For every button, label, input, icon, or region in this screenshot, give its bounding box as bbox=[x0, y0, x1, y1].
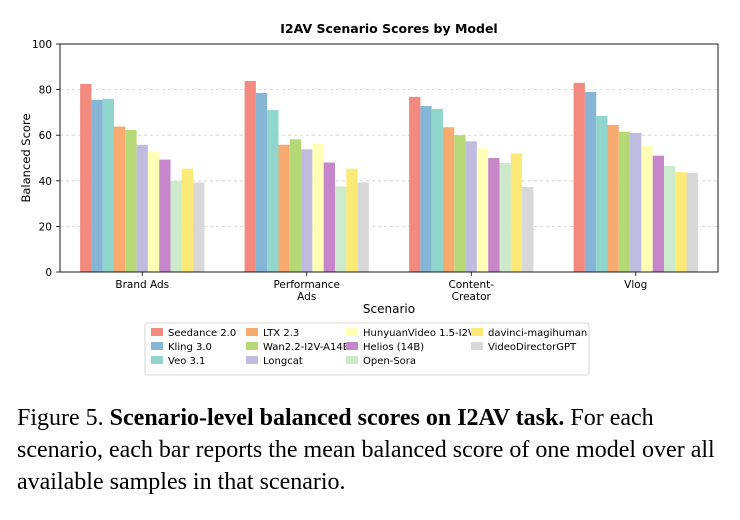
legend-swatch bbox=[471, 328, 483, 336]
y-tick-label: 100 bbox=[32, 39, 52, 51]
bar bbox=[147, 151, 160, 272]
bar bbox=[573, 82, 585, 272]
figure-caption: Figure 5. Scenario-level balanced scores… bbox=[17, 402, 729, 498]
legend-label: Kling 3.0 bbox=[168, 342, 212, 353]
bar bbox=[80, 83, 92, 273]
legend-swatch bbox=[346, 342, 358, 350]
legend-swatch bbox=[151, 356, 163, 364]
chart-title: I2AV Scenario Scores by Model bbox=[280, 21, 497, 36]
legend-swatch bbox=[151, 342, 163, 350]
bar bbox=[641, 145, 653, 272]
bar bbox=[267, 110, 279, 273]
legend-label: LTX 2.3 bbox=[263, 328, 299, 339]
legend-label: davinci-magihuman bbox=[488, 328, 587, 339]
x-tick-label: Vlog bbox=[624, 279, 647, 291]
plot-frame bbox=[59, 43, 719, 273]
x-axis-label: Scenario bbox=[363, 302, 415, 316]
bar bbox=[465, 141, 477, 272]
y-tick-label: 20 bbox=[39, 221, 52, 233]
legend: Seedance 2.0 Kling 3.0 Veo 3.1 LTX 2.3 Wan2.… bbox=[144, 322, 590, 376]
bar bbox=[312, 143, 324, 272]
bar bbox=[323, 162, 335, 272]
bar bbox=[420, 106, 432, 273]
legend-label: Wan2.2-I2V-A14B bbox=[263, 342, 350, 353]
bar bbox=[301, 149, 313, 272]
bar bbox=[510, 153, 523, 272]
legend-label: Open-Sora bbox=[363, 356, 416, 367]
legend-label: Helios (14B) bbox=[363, 342, 424, 353]
bar bbox=[114, 126, 126, 272]
legend-swatch bbox=[246, 328, 258, 336]
grouped-bar-chart: I2AV Scenario Scores by Model 0 20 40 60 80 1… bbox=[19, 21, 719, 376]
bar bbox=[255, 93, 268, 273]
bar bbox=[454, 135, 466, 272]
legend-swatch bbox=[346, 356, 358, 364]
legend-label: Seedance 2.0 bbox=[168, 328, 236, 339]
bar bbox=[675, 172, 687, 272]
y-tick-label: 80 bbox=[39, 85, 52, 97]
bar bbox=[596, 115, 608, 272]
x-tick-label: Brand Ads bbox=[115, 279, 169, 291]
bar bbox=[244, 80, 256, 272]
legend-label: HunyuanVideo 1.5-I2V bbox=[363, 328, 475, 339]
bar bbox=[443, 127, 455, 272]
x-tick-label: Creator bbox=[452, 291, 492, 303]
caption-prefix: Figure 5. bbox=[17, 405, 110, 431]
bar bbox=[652, 155, 664, 272]
bar bbox=[607, 124, 619, 272]
bar bbox=[335, 186, 347, 272]
bar bbox=[476, 148, 489, 272]
bar bbox=[193, 182, 205, 272]
legend-label: Longcat bbox=[263, 356, 303, 367]
legend-swatch bbox=[151, 328, 163, 336]
bar bbox=[346, 168, 358, 272]
y-tick-label: 60 bbox=[39, 130, 52, 142]
legend-swatch bbox=[346, 328, 358, 336]
bar bbox=[409, 96, 421, 272]
legend-label: VideoDirectorGPT bbox=[488, 342, 577, 353]
bar bbox=[522, 186, 534, 272]
y-tick-label: 0 bbox=[45, 267, 52, 279]
bar bbox=[618, 131, 631, 272]
bar bbox=[357, 182, 369, 272]
chart-figure: I2AV Scenario Scores by Model 0 20 40 60 80 1… bbox=[19, 21, 719, 376]
bar bbox=[91, 99, 103, 272]
y-tick-label: 40 bbox=[39, 176, 52, 188]
bar bbox=[278, 144, 290, 272]
bar bbox=[125, 129, 137, 272]
legend-swatch bbox=[246, 342, 258, 350]
legend-label: Veo 3.1 bbox=[168, 356, 205, 367]
bar bbox=[159, 159, 171, 272]
caption-body: For each scenario, each bar reports the … bbox=[17, 405, 715, 495]
bar bbox=[289, 139, 302, 272]
x-tick-label: Performance bbox=[273, 279, 340, 291]
bar bbox=[431, 108, 443, 272]
legend-swatch bbox=[246, 356, 258, 364]
y-axis-label: Balanced Score bbox=[19, 113, 33, 202]
x-tick-label: Content- bbox=[448, 279, 494, 291]
bar bbox=[488, 158, 500, 272]
bar bbox=[181, 168, 194, 272]
x-tick-label: Ads bbox=[297, 291, 316, 303]
bar bbox=[630, 132, 642, 272]
caption-bold-title: Scenario-level balanced scores on I2AV t… bbox=[109, 405, 565, 431]
bar bbox=[102, 98, 114, 272]
bar bbox=[136, 144, 148, 272]
legend-swatch bbox=[471, 342, 483, 350]
bar bbox=[584, 91, 597, 272]
bar bbox=[686, 172, 698, 272]
bar bbox=[664, 165, 676, 272]
bar bbox=[170, 180, 182, 272]
bar bbox=[499, 163, 511, 272]
